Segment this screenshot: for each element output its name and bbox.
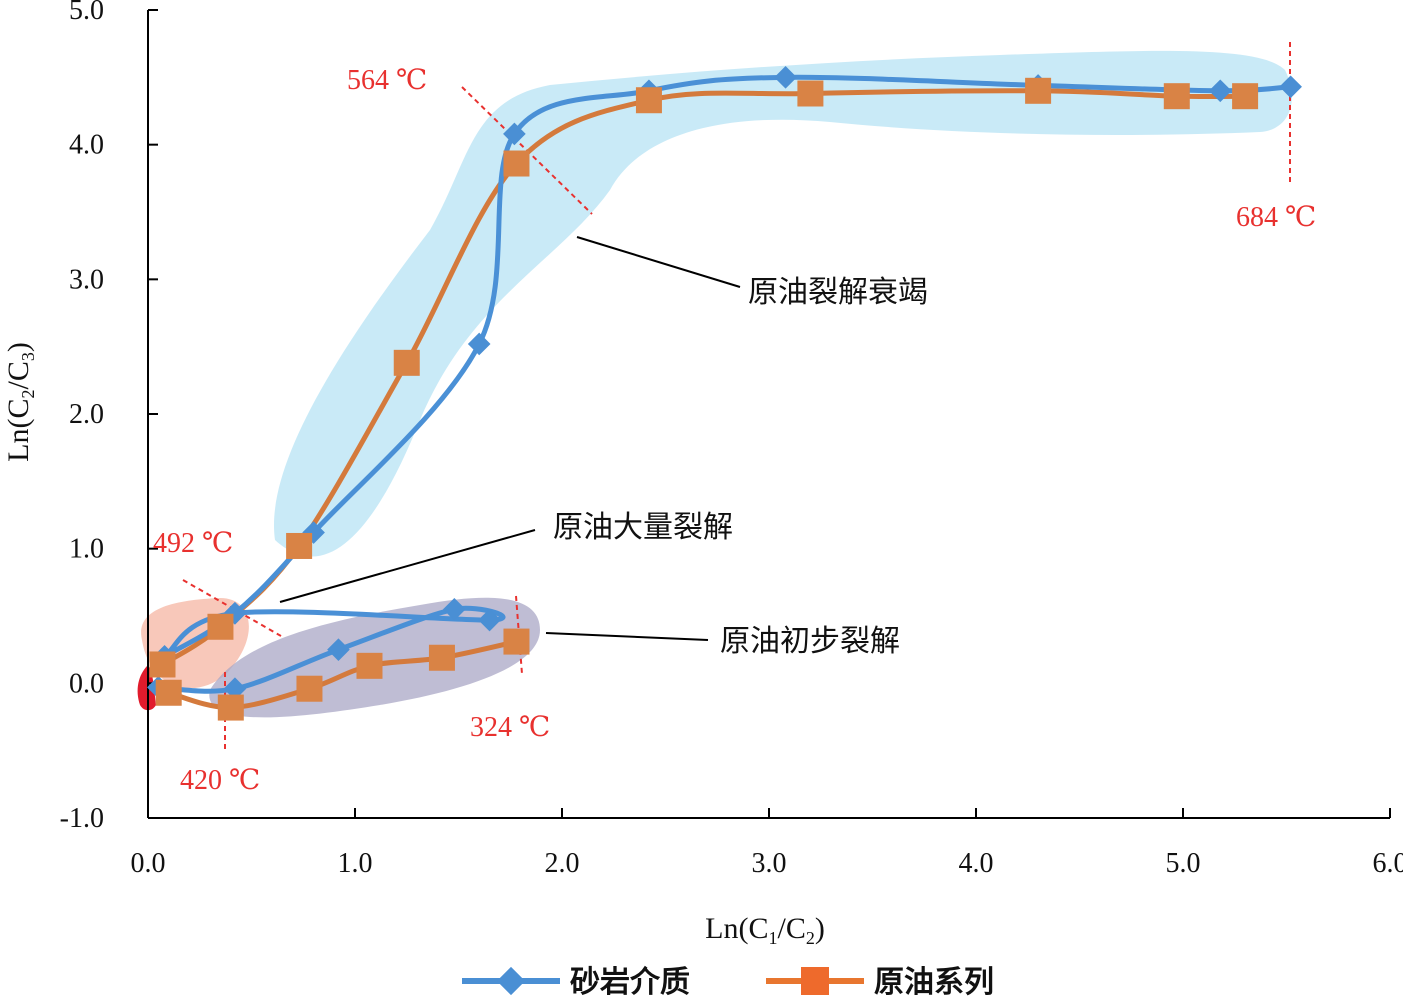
series-marker-square [635,87,662,114]
annotation-cracking-exhausted: 原油裂解衰竭 [748,275,928,310]
y-tick-label: 3.0 [69,264,104,295]
series-marker-diamond [478,608,501,632]
legend: 砂岩介质 原油系列 [462,965,994,998]
x-axis-title-sub1: 1 [768,928,777,948]
y-axis-title: Ln(C2/C3) [2,342,38,462]
series-marker-square [296,675,323,702]
series-marker-square [149,651,176,678]
series-marker-square [207,613,234,640]
annotation-initial-cracking: 原油初步裂解 [720,624,900,659]
x-axis-title-sub2: 2 [806,928,815,948]
temp-label-684: 684 ℃ [1236,202,1316,233]
series-marker-square [356,652,383,679]
leader-major [279,529,536,603]
x-axis-title-mid: /C [777,912,805,945]
y-axis-title-sub1: 2 [18,390,38,399]
series-marker-square [428,644,455,671]
series-marker-diamond [1208,79,1232,103]
series-marker-square [286,532,313,559]
y-tick-label: 5.0 [69,0,104,26]
x-tick-label: 0.0 [131,848,166,879]
x-tick-label: 4.0 [959,848,994,879]
temp-label-420: 420 ℃ [180,765,260,796]
x-tick-label: 6.0 [1373,848,1403,879]
x-axis-title-main: Ln(C [705,912,768,945]
x-tick-label: 1.0 [338,848,373,879]
series-marker-diamond [774,66,797,89]
y-axis-title-sub2: 3 [18,352,38,361]
leader-exhausted [576,236,741,288]
temp-label-324: 324 ℃ [470,712,550,743]
series-marker-square [393,349,420,376]
x-ticks: 0.0 1.0 2.0 3.0 4.0 5.0 6.0 [131,808,1403,879]
series-marker-square [503,628,530,655]
series-marker-diamond [327,638,350,661]
y-axis-title-end: ) [2,342,35,352]
series-marker-square [503,150,530,177]
legend-marker-sandstone [496,966,526,996]
series-marker-diamond [467,332,491,356]
series-marker-square [155,679,182,706]
x-axis-title-end: ) [815,912,825,945]
y-tick-label: 2.0 [69,399,104,430]
y-axis-title-mid: /C [2,361,35,389]
legend-label-crude: 原油系列 [874,965,994,998]
series-marker-square [1025,77,1052,104]
series-marker-diamond [1279,75,1302,99]
series-marker-square [797,80,824,107]
series-marker-square [1163,83,1190,110]
y-tick-label: 0.0 [69,668,104,699]
region-exhausted [273,50,1292,557]
y-ticks: -1.0 0.0 1.0 2.0 3.0 4.0 5.0 [60,0,158,834]
y-tick-label: -1.0 [60,803,104,834]
series-marker-square [217,694,244,721]
annotation-major-cracking: 原油大量裂解 [553,510,733,545]
series-layer [147,66,1302,721]
temp-label-492: 492 ℃ [153,528,233,559]
x-tick-label: 3.0 [752,848,787,879]
series-marker-diamond [443,597,466,621]
cluster-regions [137,50,1292,718]
x-tick-label: 5.0 [1166,848,1201,879]
series-marker-square [1232,83,1259,110]
leader-initial [545,632,709,641]
y-tick-label: 4.0 [69,130,104,161]
x-axis-title: Ln(C1/C2) [705,912,825,948]
y-axis-title-main: Ln(C [2,399,35,462]
legend-label-sandstone: 砂岩介质 [570,965,690,998]
annotation-leaders [279,236,741,641]
series-line [159,88,1248,667]
x-tick-label: 2.0 [545,848,580,879]
y-tick-label: 1.0 [69,534,104,565]
temp-label-564: 564 ℃ [347,65,427,96]
legend-marker-crude [801,967,829,995]
